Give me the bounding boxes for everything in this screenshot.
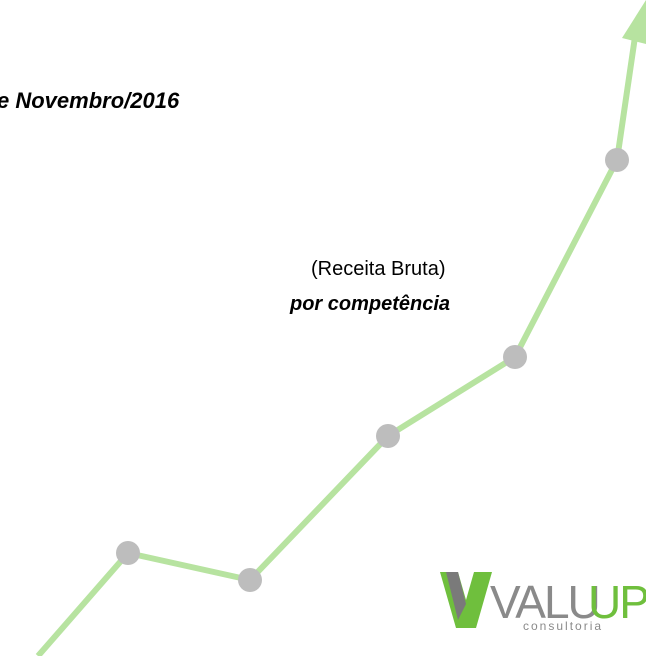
- logo: VALU UP consultoria: [440, 572, 646, 633]
- logo-mark: [446, 572, 466, 620]
- dot: [605, 148, 629, 172]
- logo-tagline: consultoria: [523, 619, 603, 633]
- subtitle-line: por competência: [289, 293, 450, 315]
- subtitle-line: (Receita Bruta): [311, 258, 446, 280]
- dot: [376, 424, 400, 448]
- arrow-head: [622, 0, 646, 44]
- logo-text: VALU: [490, 576, 599, 628]
- dot: [116, 541, 140, 565]
- heading: e Novembro/2016: [0, 88, 180, 113]
- logo-accent: UP: [588, 576, 646, 628]
- dot: [503, 345, 527, 369]
- logo-mark: [440, 572, 492, 628]
- growth-line: [35, 0, 646, 656]
- dot: [238, 568, 262, 592]
